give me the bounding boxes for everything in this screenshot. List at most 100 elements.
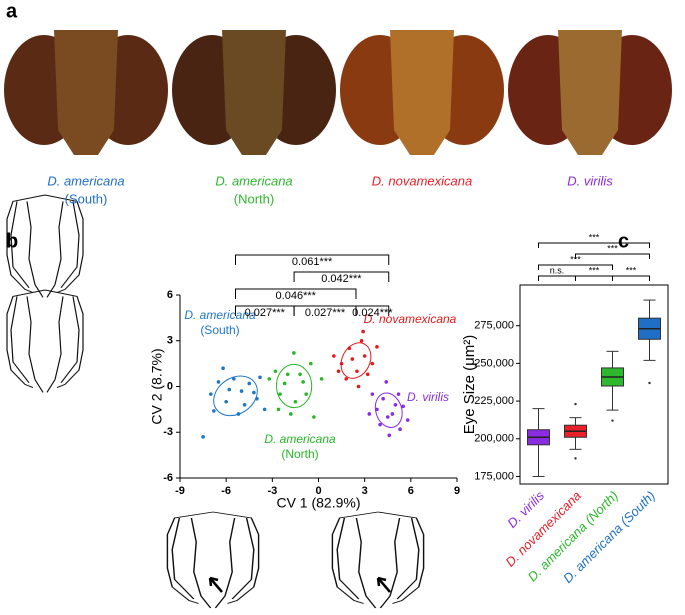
data-point [387, 433, 392, 438]
head-photos [4, 30, 672, 155]
confidence-ellipse [213, 375, 258, 417]
panel-label: b [6, 230, 18, 252]
head [54, 30, 118, 155]
caption-region: (North) [234, 191, 274, 206]
data-point [252, 390, 256, 395]
confidence-ellipse [374, 392, 403, 428]
data-point [267, 377, 272, 381]
caption-species: D. virilis [567, 173, 613, 188]
data-point [359, 338, 364, 343]
data-point [292, 351, 296, 355]
data-point [273, 369, 278, 374]
bracket-label: 0.027*** [245, 307, 286, 319]
data-point [312, 415, 316, 419]
data-point [385, 415, 390, 419]
bracket-label: *** [589, 265, 600, 275]
bracket-label: 0.042*** [321, 273, 362, 285]
data-point [370, 392, 375, 396]
outline [331, 511, 425, 609]
x-tick-label: 6 [408, 485, 414, 497]
data-point [384, 380, 389, 384]
data-point [365, 372, 370, 377]
data-point [319, 377, 324, 381]
bracket-label: *** [589, 232, 600, 242]
x-tick-label: 9 [454, 485, 460, 497]
outline [166, 511, 260, 609]
y-tick-label: 275,000 [474, 320, 514, 332]
data-point [393, 403, 398, 407]
outline [6, 289, 84, 393]
x-tick-label: -6 [221, 485, 231, 497]
data-point [355, 369, 359, 374]
x-tick-label: 3 [362, 485, 368, 497]
series-sublabel: (North) [281, 447, 318, 461]
data-point [398, 427, 402, 432]
series-label: D. virilis [407, 390, 449, 404]
data-point [378, 422, 382, 427]
data-point [278, 392, 282, 396]
data-point [258, 375, 262, 380]
series-label: D. novamexicana [364, 312, 457, 326]
data-point [221, 366, 225, 371]
outlier [611, 419, 614, 422]
x-tick-label: -3 [267, 485, 277, 497]
significance-bracket [293, 271, 390, 282]
data-point [390, 412, 395, 416]
confidence-ellipse [275, 363, 313, 409]
significance-bracket [575, 275, 613, 281]
data-point [212, 409, 216, 413]
arrow [376, 576, 391, 593]
bracket-label: 0.061*** [292, 256, 333, 268]
data-point [239, 389, 244, 393]
data-point [332, 354, 336, 358]
y-axis-label: Eye Size (μm²) [461, 335, 478, 435]
data-point [224, 399, 228, 404]
x-tick-label: 0 [315, 485, 321, 497]
series-label: D. americana [184, 308, 256, 322]
significance-bracket [538, 275, 576, 281]
data-point [298, 372, 302, 377]
caption-region: (South) [65, 191, 108, 206]
data-point [309, 361, 313, 366]
data-point [367, 412, 372, 416]
data-point [405, 418, 410, 422]
y-tick-label: 3 [167, 335, 173, 347]
y-tick-label: 200,000 [474, 433, 514, 445]
significance-bracket [612, 275, 650, 281]
bracket-label: 0.046*** [276, 290, 317, 302]
outlier [574, 457, 577, 460]
series-sublabel: (South) [200, 323, 239, 337]
y-tick-label: 225,000 [474, 395, 514, 407]
data-point [396, 392, 401, 396]
outlier [574, 402, 577, 406]
arrow [208, 576, 223, 593]
head [390, 30, 454, 155]
data-point [336, 369, 341, 374]
significance-bracket [538, 264, 613, 270]
y-tick-label: -3 [163, 426, 173, 438]
bracket-label: 0.027*** [305, 307, 346, 319]
significance-bracket [234, 288, 357, 299]
data-point [362, 354, 367, 358]
plot-frame [519, 284, 669, 485]
y-tick-label: -6 [163, 472, 173, 484]
data-point [276, 407, 281, 412]
data-point [304, 392, 308, 396]
head [558, 30, 622, 155]
caption-species: D. americana [47, 173, 124, 188]
bracket-label: 0.024*** [352, 307, 393, 319]
data-point [293, 399, 298, 404]
significance-bracket [575, 253, 650, 259]
data-point [361, 329, 365, 334]
y-tick-label: 6 [167, 289, 173, 301]
data-point [289, 412, 293, 416]
data-point [370, 361, 375, 366]
outline [6, 194, 84, 298]
significance-bracket [234, 254, 390, 265]
data-point [401, 404, 405, 409]
bracket-label: *** [607, 243, 618, 253]
data-point [242, 403, 247, 407]
caption-species: D. novamexicana [372, 173, 472, 188]
data-point [208, 392, 213, 396]
